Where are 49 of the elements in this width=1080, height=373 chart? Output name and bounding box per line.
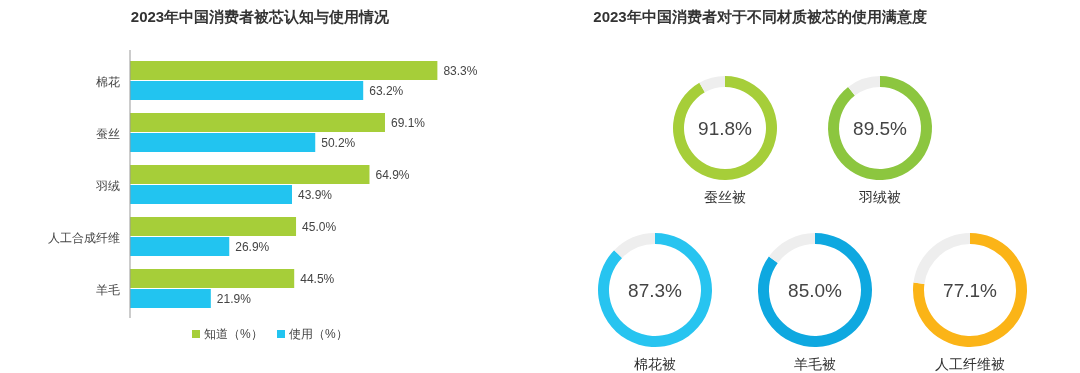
data-label: 77.1% [943, 280, 998, 301]
bar [130, 185, 292, 204]
data-label: 69.1% [390, 116, 426, 130]
chart-title: 2023年中国消费者对于不同材质被芯的使用满意度 [593, 8, 927, 25]
bar [130, 113, 385, 132]
y-tick-label: 羊毛 [96, 283, 120, 297]
slice-label: 蚕丝被 [704, 189, 746, 205]
data-label: 50.2% [321, 136, 356, 150]
y-tick-label: 羽绒 [95, 179, 120, 193]
chart-title: 2023年中国消费者被芯认知与使用情况 [130, 8, 391, 25]
donut-slice [699, 76, 725, 93]
data-label: 89.5% [853, 118, 908, 139]
data-label: 87.3% [628, 280, 683, 301]
donut-slice [768, 233, 815, 263]
donut-slice [913, 233, 1027, 347]
data-label: 44.5% [300, 272, 335, 286]
donut-slice [758, 233, 872, 347]
slice-label: 羽绒被 [858, 189, 901, 205]
data-label: 91.8% [698, 118, 753, 139]
bar [130, 133, 316, 152]
donut-slice [828, 76, 932, 180]
y-tick-label: 人工合成纤维 [48, 231, 120, 245]
bar [130, 81, 364, 100]
bar [130, 165, 370, 184]
legend-label: 知道（%） [204, 327, 263, 341]
donut-slice [848, 76, 880, 96]
data-label: 83.3% [443, 64, 478, 78]
donut-slice [598, 233, 712, 347]
data-label: 26.9% [235, 240, 270, 254]
legend-label: 使用（%） [289, 327, 348, 341]
bar [130, 217, 297, 236]
slice-label: 棉花被 [634, 356, 676, 372]
data-label: 43.9% [297, 188, 333, 202]
y-tick-label: 蚕丝 [96, 127, 120, 141]
data-label: 85.0% [788, 280, 843, 301]
bar [130, 61, 438, 80]
bar [130, 289, 211, 308]
data-label: 45.0% [302, 220, 337, 234]
donut-slice [614, 233, 655, 258]
slice-label: 人工纤维被 [935, 356, 1005, 372]
slice-label: 羊毛被 [794, 356, 836, 372]
bar [130, 237, 230, 256]
bar [130, 269, 295, 288]
y-tick-label: 棉花 [96, 75, 120, 89]
data-label: 64.9% [375, 168, 410, 182]
data-label: 63.2% [369, 84, 404, 98]
data-label: 21.9% [216, 292, 252, 306]
donut-slice [913, 233, 970, 284]
donut-slice [673, 76, 777, 180]
